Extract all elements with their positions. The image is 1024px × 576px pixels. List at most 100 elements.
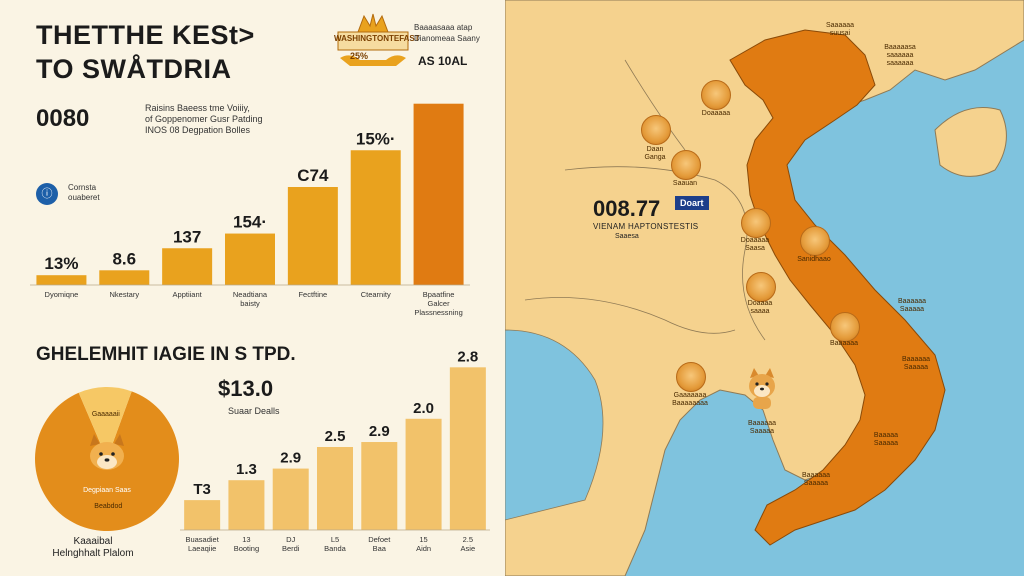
meta-line-1: Baaaasaaa atap	[414, 23, 473, 32]
bar-value-label: 2.9	[280, 450, 301, 467]
map-caption-sub: Saaesa	[615, 233, 639, 240]
pie-caption: Kaaaibal Helnghhalt Plalom	[28, 536, 158, 560]
bar-value-label: 2.0	[413, 400, 434, 417]
border-line	[624, 59, 686, 151]
bar	[317, 447, 353, 530]
top-bar-chart: 13% Dyomiqne 8.6 Nkestary 137 Apptiiant 154· Ne…	[30, 103, 470, 317]
bar	[361, 442, 398, 530]
shiba-pin-icon	[746, 272, 776, 302]
city-label: Saauan	[672, 180, 698, 187]
description: Raisins Baeess tme Voiiiy, of Goppenomer…	[145, 103, 285, 136]
category-label: 2.5	[463, 535, 473, 544]
shiba-pin-icon	[701, 80, 731, 110]
category-label: Fectftine	[298, 290, 327, 299]
map-panel: Saaaaaa suusai Baaaaasa saaaaaa saaaaaa Doa…	[505, 0, 1024, 576]
title-line-1: THETTHE KESt>	[36, 20, 255, 50]
header-meta: Baaaasaaa atap Dianomeaa Saany	[414, 22, 499, 44]
city-label: Baaaaasa saaaaaa saaaaaa	[884, 44, 916, 67]
category-label: L5	[331, 535, 339, 544]
map-caption: VIENAM HAPTONSTESTIS	[593, 222, 699, 231]
info-icon: ⓘ	[36, 183, 58, 205]
bar-value-label: 2.9	[369, 423, 390, 440]
page-title: THETTHE KESt> TO SWÅTDRIA	[36, 18, 255, 86]
bar-value-label: 137	[173, 227, 201, 246]
category-label: Booting	[234, 544, 259, 553]
city-label: Doaaaa saaaa	[747, 300, 773, 315]
pie-slice-label: Beabdod	[94, 503, 122, 510]
map-badge: Doart	[675, 196, 709, 210]
category-label: Galcer	[428, 299, 451, 308]
city-label: Baaaaaa Saaaaa	[747, 420, 777, 435]
city-label: Sanidhaao	[797, 256, 831, 263]
category-label: Apptiiant	[173, 290, 203, 299]
bar	[228, 480, 265, 530]
bar	[36, 275, 87, 285]
bar	[272, 468, 309, 530]
category-label: Aidn	[416, 544, 431, 553]
shiba-dog-icon	[749, 368, 775, 409]
city-label: Baaaaaa Saaaaa	[801, 472, 831, 487]
city-label: Baaaaa Saaaaa	[873, 432, 899, 447]
city-label: Baaaaaa Saaaaa	[901, 356, 931, 371]
category-label: Banda	[324, 544, 347, 553]
eye	[99, 452, 103, 456]
big-value: $13.0	[218, 376, 274, 401]
bar-value-label: 154·	[233, 213, 267, 232]
muzzle	[97, 455, 117, 469]
info-line-2: ouaberet	[68, 193, 100, 202]
category-label: Neadtiana	[233, 290, 268, 299]
city-label: Doaaaaa	[701, 110, 731, 117]
crest-icon	[337, 13, 409, 66]
bar	[184, 500, 221, 530]
title-line-2: TO SWÅTDRIA	[36, 54, 232, 84]
category-label: 13	[242, 535, 250, 544]
total-label: AS 10AL	[418, 54, 468, 68]
bar	[449, 367, 486, 530]
bar	[413, 103, 464, 285]
bar	[99, 270, 150, 285]
category-label: Baa	[373, 544, 387, 553]
category-label: Dyomiqne	[45, 290, 79, 299]
description-line-2: of Goppenomer Gusr Patding	[145, 114, 263, 124]
pie-caption-line-2: Helnghhalt Plalom	[52, 548, 134, 559]
bar-value-label: 13%	[44, 254, 78, 273]
category-label: Nkestary	[109, 290, 139, 299]
big-value-sub: Suaar Dealls	[228, 406, 280, 416]
bar	[350, 150, 401, 285]
bar-value-label: 1.3	[236, 461, 257, 478]
info-text: Cornsta ouaberet	[68, 183, 100, 203]
shiba-pin-icon	[671, 150, 701, 180]
city-label: Daan Ganga	[644, 146, 666, 161]
crest-number: 25%	[350, 51, 369, 61]
description-line-1: Raisins Baeess tme Voiiiy,	[145, 103, 250, 113]
shiba-pin-icon	[676, 362, 706, 392]
pie-chart: Beabdod Gaaaaaii Degpiaan Saas	[35, 387, 180, 531]
city-label: Gaaaaaaa Baaaaaaaa	[672, 392, 708, 407]
bar-value-label: 8.6	[112, 249, 136, 268]
shiba-face-icon	[90, 434, 124, 470]
bar-value-label: 15%·	[356, 129, 396, 148]
bar-value-label: 2.8	[457, 350, 478, 365]
bar	[405, 418, 442, 530]
info-line-1: Cornsta	[68, 183, 97, 192]
pie-slice-label: Gaaaaaii	[92, 411, 120, 418]
border-line	[524, 297, 736, 334]
shiba-pin-icon	[830, 312, 860, 342]
category-label: Ctearnity	[361, 290, 391, 299]
category-label: Bpaatfine	[423, 290, 455, 299]
category-label: Buasadiet	[185, 535, 219, 544]
crest-text: WASHINGTONTEFAST	[334, 34, 420, 43]
infographic-panel: THETTHE KESt> TO SWÅTDRIA WASHINGTONTEFA…	[0, 0, 505, 576]
category-label: 15	[419, 535, 427, 544]
city-label: Saaaaaa suusai	[825, 22, 855, 37]
bar-value-label: 2.5	[325, 428, 346, 445]
shiba-pin-icon	[641, 115, 671, 145]
category-label: baisty	[240, 299, 260, 308]
category-label: DJ	[286, 535, 295, 544]
pie-center-label: Degpiaan Saas	[83, 487, 131, 494]
map-value: 008.77	[593, 196, 661, 221]
city-label: Doaaaaa Saasa	[740, 237, 770, 252]
category-label: Asie	[461, 544, 476, 553]
description-line-3: INOS 08 Degpation Bolles	[145, 125, 251, 135]
